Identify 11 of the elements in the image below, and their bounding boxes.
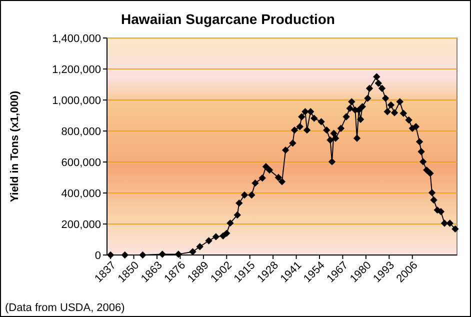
- text: (Data from USDA, 2006): [5, 302, 125, 314]
- y-tick-label: 800,000: [61, 126, 101, 138]
- y-tick-label: 0: [94, 250, 101, 262]
- y-tick-label: 1,400,000: [52, 32, 101, 45]
- y-tick-label: 1,000,000: [52, 94, 101, 107]
- y-axis-title: Yield in Tons (x1,000): [9, 90, 21, 202]
- chart-title: Hawaiian Sugarcane Production: [121, 11, 335, 27]
- y-tick-label: 200,000: [61, 218, 101, 231]
- y-tick-label: 600,000: [61, 156, 101, 169]
- y-tick-label: 400,000: [61, 188, 101, 200]
- y-tick-label: 1,200,000: [52, 64, 101, 76]
